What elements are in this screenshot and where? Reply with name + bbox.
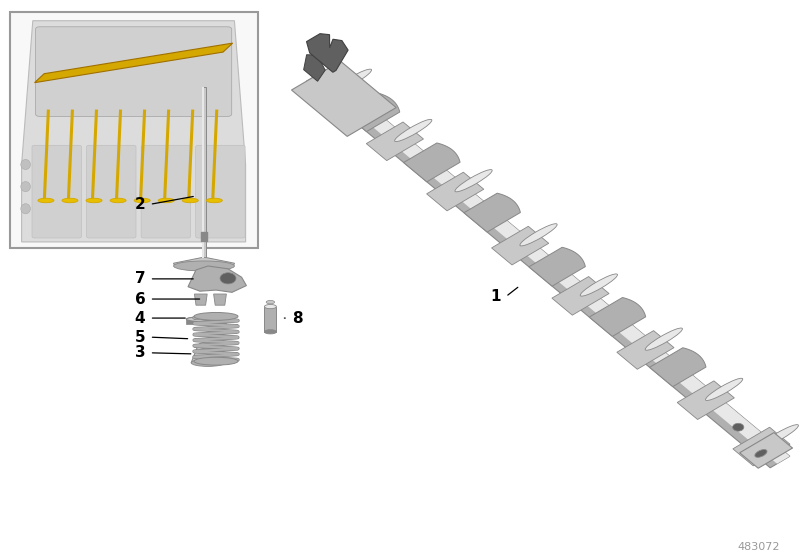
Text: 5: 5 xyxy=(134,330,146,344)
Circle shape xyxy=(220,273,236,284)
Ellipse shape xyxy=(186,317,226,321)
Polygon shape xyxy=(291,61,396,137)
Ellipse shape xyxy=(265,330,277,334)
Ellipse shape xyxy=(580,274,618,296)
Polygon shape xyxy=(194,294,207,305)
Polygon shape xyxy=(306,72,363,110)
Text: 3: 3 xyxy=(134,346,146,360)
Polygon shape xyxy=(617,330,674,369)
Polygon shape xyxy=(426,172,484,211)
Ellipse shape xyxy=(455,170,492,192)
FancyBboxPatch shape xyxy=(35,27,232,116)
Ellipse shape xyxy=(21,204,30,214)
Polygon shape xyxy=(529,248,586,286)
Ellipse shape xyxy=(174,261,234,271)
Ellipse shape xyxy=(761,424,798,447)
Ellipse shape xyxy=(206,198,222,203)
Text: 7: 7 xyxy=(134,272,146,286)
Text: 8: 8 xyxy=(292,311,303,325)
Ellipse shape xyxy=(62,198,78,203)
Ellipse shape xyxy=(186,317,226,321)
Polygon shape xyxy=(265,307,277,332)
Polygon shape xyxy=(214,294,226,305)
Polygon shape xyxy=(34,43,233,83)
FancyBboxPatch shape xyxy=(196,145,245,238)
Polygon shape xyxy=(404,143,460,182)
FancyBboxPatch shape xyxy=(141,145,190,238)
Polygon shape xyxy=(733,427,790,466)
Ellipse shape xyxy=(645,328,682,350)
Text: 1: 1 xyxy=(490,290,502,304)
Polygon shape xyxy=(186,319,226,324)
Text: 483072: 483072 xyxy=(738,542,780,552)
FancyBboxPatch shape xyxy=(202,87,203,258)
Ellipse shape xyxy=(755,450,767,458)
Ellipse shape xyxy=(520,223,557,246)
FancyBboxPatch shape xyxy=(86,145,136,238)
Polygon shape xyxy=(464,193,520,232)
Polygon shape xyxy=(313,70,790,464)
Polygon shape xyxy=(22,21,246,242)
Polygon shape xyxy=(677,381,734,419)
Polygon shape xyxy=(491,226,549,265)
Polygon shape xyxy=(304,55,325,81)
Ellipse shape xyxy=(110,198,126,203)
Ellipse shape xyxy=(134,198,150,203)
Polygon shape xyxy=(306,34,348,72)
Ellipse shape xyxy=(191,359,225,366)
Text: 2: 2 xyxy=(134,197,146,212)
Polygon shape xyxy=(174,258,234,270)
Ellipse shape xyxy=(266,300,274,304)
Ellipse shape xyxy=(334,69,371,91)
Text: 4: 4 xyxy=(134,311,146,325)
Circle shape xyxy=(733,423,744,431)
Text: 6: 6 xyxy=(134,292,146,306)
Polygon shape xyxy=(740,432,793,468)
Polygon shape xyxy=(191,341,225,363)
Polygon shape xyxy=(366,122,423,161)
Ellipse shape xyxy=(158,198,174,203)
Polygon shape xyxy=(188,266,246,292)
Ellipse shape xyxy=(194,357,238,365)
Polygon shape xyxy=(590,297,646,337)
Ellipse shape xyxy=(265,305,277,309)
Polygon shape xyxy=(552,277,609,315)
Ellipse shape xyxy=(38,198,54,203)
Ellipse shape xyxy=(86,198,102,203)
Ellipse shape xyxy=(21,160,30,170)
Polygon shape xyxy=(650,348,706,386)
Ellipse shape xyxy=(202,318,211,320)
Ellipse shape xyxy=(194,312,238,320)
Polygon shape xyxy=(306,70,790,468)
Ellipse shape xyxy=(198,342,218,349)
FancyBboxPatch shape xyxy=(10,12,258,248)
FancyBboxPatch shape xyxy=(202,87,206,258)
Ellipse shape xyxy=(182,198,198,203)
Polygon shape xyxy=(343,93,400,132)
Ellipse shape xyxy=(21,181,30,192)
FancyBboxPatch shape xyxy=(32,145,82,238)
Ellipse shape xyxy=(394,119,432,142)
Ellipse shape xyxy=(706,378,742,400)
